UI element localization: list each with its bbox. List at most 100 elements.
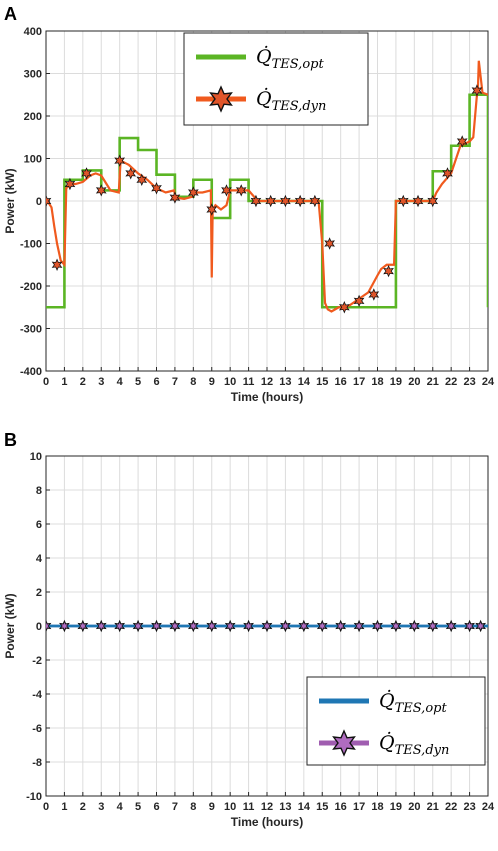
- y-axis-label: Power (kW): [3, 593, 17, 658]
- x-tick-label: 9: [209, 801, 215, 813]
- legend-entry-symbol: Q̇: [256, 88, 272, 110]
- dyn-marker-point: [262, 620, 272, 632]
- dyn-marker-point: [309, 194, 321, 208]
- y-tick-label: 6: [36, 519, 42, 531]
- y-tick-label: 200: [24, 111, 42, 123]
- y-tick-label: 4: [36, 553, 43, 565]
- x-tick-label: 19: [390, 376, 402, 388]
- dyn-marker-point: [475, 620, 486, 632]
- x-tick-label: 24: [482, 376, 495, 388]
- x-tick-label: 10: [224, 801, 236, 813]
- dyn-marker-point: [471, 84, 483, 97]
- x-tick-label: 12: [261, 801, 273, 813]
- x-tick-label: 19: [390, 801, 402, 813]
- x-tick-label: 6: [153, 801, 159, 813]
- dyn-marker-point: [427, 194, 439, 208]
- dyn-marker-point: [464, 620, 475, 632]
- x-tick-label: 9: [209, 376, 215, 388]
- dyn-marker-point: [206, 620, 217, 632]
- dyn-marker-point: [96, 620, 107, 632]
- y-tick-label: -6: [32, 723, 42, 735]
- dyn-marker-point: [170, 620, 180, 632]
- legend-entry-dyn: Q̇TES,dyn: [256, 88, 326, 114]
- dyn-marker-point: [169, 191, 181, 204]
- dyn-marker-point: [391, 620, 401, 632]
- x-tick-label: 1: [61, 801, 67, 813]
- dyn-marker-point: [136, 173, 148, 186]
- y-tick-label: -400: [20, 366, 42, 378]
- dyn-marker-point: [383, 264, 394, 278]
- panel-label: A: [4, 4, 17, 24]
- dyn-marker-point: [372, 620, 383, 632]
- legend-box: [183, 32, 369, 126]
- x-tick-label: 11: [243, 801, 255, 813]
- x-tick-label: 17: [353, 801, 365, 813]
- x-tick-label: 0: [43, 801, 49, 813]
- dyn-marker-point: [59, 620, 70, 632]
- dyn-marker-point: [354, 620, 364, 632]
- dyn-marker-point: [298, 620, 309, 632]
- x-tick-label: 7: [172, 801, 178, 813]
- x-tick-label: 10: [224, 376, 236, 388]
- dyn-marker-point: [280, 620, 291, 632]
- dyn-marker-point: [397, 194, 409, 208]
- legend-entry-symbol: Q̇: [379, 732, 395, 754]
- x-tick-label: 14: [298, 376, 311, 388]
- x-tick-label: 16: [335, 376, 347, 388]
- dyn-marker-point: [46, 620, 51, 632]
- legend-entry-opt: Q̇TES,opt: [379, 690, 447, 716]
- dyn-marker-point: [335, 620, 346, 632]
- x-tick-label: 14: [298, 801, 311, 813]
- legend-entry-symbol: Q̇: [256, 46, 272, 68]
- y-tick-label: -4: [32, 689, 43, 701]
- dyn-marker-point: [243, 620, 254, 632]
- dyn-marker-point: [427, 620, 438, 632]
- dyn-marker-point: [151, 182, 162, 195]
- y-tick-label: 300: [24, 69, 42, 81]
- x-tick-label: 20: [408, 801, 420, 813]
- dyn-markers: [46, 84, 483, 314]
- x-tick-label: 11: [243, 376, 255, 388]
- y-tick-label: -300: [20, 324, 42, 336]
- x-tick-label: 3: [98, 376, 104, 388]
- legend-entry-subscript: TES,opt: [395, 701, 448, 716]
- x-axis-label: Time (hours): [231, 390, 303, 404]
- x-tick-label: 0: [43, 376, 49, 388]
- y-tick-label: -10: [26, 791, 42, 803]
- dyn-marker-point: [353, 294, 365, 308]
- legend-entry-subscript: TES,opt: [272, 57, 325, 72]
- dyn-marker-point: [188, 620, 199, 632]
- y-tick-label: 8: [36, 485, 42, 497]
- x-tick-label: 20: [408, 376, 420, 388]
- x-tick-label: 23: [463, 376, 475, 388]
- dyn-marker-point: [77, 620, 88, 632]
- dyn-marker-point: [225, 620, 236, 632]
- plot-series: [46, 619, 488, 633]
- x-tick-label: 21: [427, 801, 439, 813]
- dyn-marker-point: [46, 194, 52, 208]
- x-tick-label: 12: [261, 376, 273, 388]
- panel-a: A0 1 2 3 4 5 6 7 8 9 10 11 12 13 14 15 16 17 18 19 20 21 22 23 2…: [3, 4, 495, 404]
- x-tick-label: 2: [80, 376, 86, 388]
- legend-entry-opt: Q̇TES,opt: [256, 46, 324, 72]
- dyn-marker-point: [442, 167, 453, 180]
- dyn-marker-point: [187, 186, 199, 199]
- x-tick-label: 23: [463, 801, 475, 813]
- x-tick-label: 5: [135, 801, 141, 813]
- dyn-marker-point: [221, 184, 232, 197]
- dyn-marker-point: [250, 194, 262, 208]
- dyn-marker-point: [456, 135, 468, 148]
- dyn-marker-point: [114, 620, 125, 632]
- dyn-marker-point: [280, 194, 291, 208]
- x-tick-label: 8: [190, 801, 196, 813]
- dyn-marker-point: [133, 620, 143, 632]
- x-tick-label: 22: [445, 801, 457, 813]
- x-tick-label: 18: [371, 376, 383, 388]
- y-tick-label: 0: [36, 196, 42, 208]
- y-tick-label: 0: [36, 621, 42, 633]
- x-tick-label: 13: [279, 801, 291, 813]
- dyn-marker-point: [409, 620, 420, 632]
- y-tick-label: 10: [30, 451, 42, 463]
- dyn-marker-point: [324, 237, 335, 250]
